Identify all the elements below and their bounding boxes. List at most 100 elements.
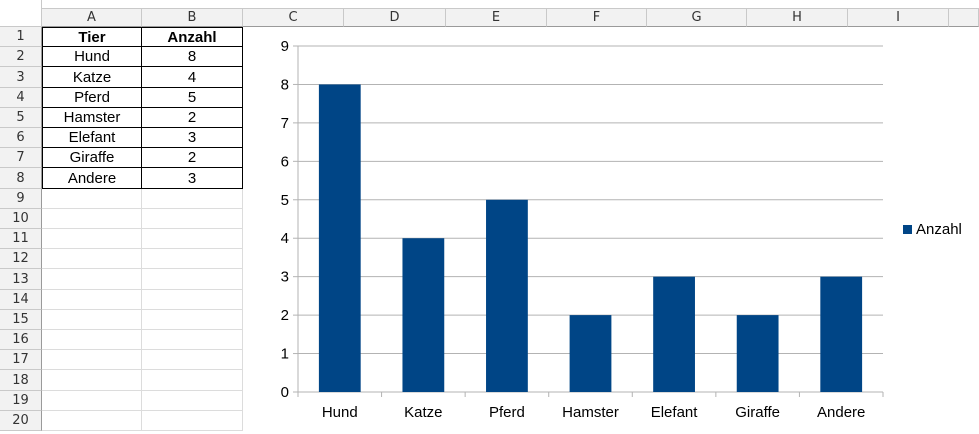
- empty-cell[interactable]: [42, 370, 142, 391]
- table-cell-tier[interactable]: Giraffe: [42, 148, 142, 168]
- table-cell-tier[interactable]: Hamster: [42, 108, 142, 128]
- y-tick-label: 7: [281, 115, 289, 132]
- x-tick-label: Pferd: [489, 404, 525, 421]
- select-all-corner[interactable]: [0, 0, 42, 27]
- empty-cell[interactable]: [142, 370, 243, 391]
- row-header-20[interactable]: 20: [0, 411, 42, 431]
- column-header-f[interactable]: F: [547, 8, 647, 27]
- empty-cell[interactable]: [142, 290, 243, 310]
- empty-cell[interactable]: [142, 391, 243, 411]
- table-cell-anzahl[interactable]: 5: [142, 88, 243, 108]
- empty-cell[interactable]: [42, 249, 142, 269]
- y-tick-label: 4: [281, 230, 289, 247]
- row-header-14[interactable]: 14: [0, 290, 42, 310]
- x-tick-label: Giraffe: [735, 404, 780, 421]
- empty-cell[interactable]: [42, 391, 142, 411]
- bar-andere: [820, 276, 863, 392]
- column-header-filler: [949, 8, 979, 27]
- empty-cell[interactable]: [42, 310, 142, 330]
- empty-cell[interactable]: [42, 411, 142, 431]
- empty-cell[interactable]: [42, 290, 142, 310]
- table-cell-tier[interactable]: Hund: [42, 47, 142, 67]
- y-tick-label: 9: [281, 38, 289, 55]
- empty-cell[interactable]: [142, 350, 243, 370]
- table-cell-tier[interactable]: Katze: [42, 67, 142, 88]
- column-header-i[interactable]: I: [848, 8, 949, 27]
- table-cell-anzahl[interactable]: 8: [142, 47, 243, 67]
- bar-chart[interactable]: 0 1 2 3 4 5 6 7 8 9 Hund Katze Pferd Hamster Elefant Gi…: [243, 27, 979, 430]
- column-header-a[interactable]: A: [42, 8, 142, 27]
- row-header-8[interactable]: 8: [0, 168, 42, 189]
- bar-hund: [318, 84, 361, 392]
- row-header-18[interactable]: 18: [0, 370, 42, 391]
- empty-cell[interactable]: [142, 310, 243, 330]
- empty-cell[interactable]: [142, 330, 243, 350]
- empty-cell[interactable]: [42, 209, 142, 229]
- table-cell-tier[interactable]: Pferd: [42, 88, 142, 108]
- column-header-g[interactable]: G: [647, 8, 747, 27]
- y-tick-label: 0: [281, 384, 289, 401]
- empty-cell[interactable]: [142, 411, 243, 431]
- row-header-3[interactable]: 3: [0, 67, 42, 88]
- y-tick-label: 2: [281, 307, 289, 324]
- empty-cell[interactable]: [142, 209, 243, 229]
- row-header-16[interactable]: 16: [0, 330, 42, 350]
- y-tick-label: 3: [281, 269, 289, 286]
- column-header-b[interactable]: B: [142, 8, 243, 27]
- bar-pferd: [486, 199, 528, 392]
- row-header-1[interactable]: 1: [0, 27, 42, 47]
- row-header-11[interactable]: 11: [0, 229, 42, 249]
- table-cell-anzahl[interactable]: 2: [142, 148, 243, 168]
- row-header-6[interactable]: 6: [0, 128, 42, 148]
- column-header-e[interactable]: E: [446, 8, 547, 27]
- empty-cell[interactable]: [42, 229, 142, 249]
- y-tick-label: 5: [281, 192, 289, 209]
- table-cell-anzahl[interactable]: 2: [142, 108, 243, 128]
- x-tick-label: Hund: [322, 404, 358, 421]
- row-header-17[interactable]: 17: [0, 350, 42, 370]
- bar-katze: [402, 238, 445, 392]
- column-header-c[interactable]: C: [243, 8, 344, 27]
- empty-cell[interactable]: [142, 229, 243, 249]
- table-cell-anzahl[interactable]: 3: [142, 128, 243, 148]
- y-tick-label: 8: [281, 76, 289, 93]
- empty-cell[interactable]: [42, 189, 142, 209]
- row-header-12[interactable]: 12: [0, 249, 42, 269]
- x-tick-label: Katze: [404, 404, 442, 421]
- empty-cell[interactable]: [142, 189, 243, 209]
- row-header-5[interactable]: 5: [0, 108, 42, 128]
- table-cell-tier[interactable]: Elefant: [42, 128, 142, 148]
- empty-cell[interactable]: [142, 249, 243, 269]
- empty-cell[interactable]: [42, 330, 142, 350]
- row-header-7[interactable]: 7: [0, 148, 42, 168]
- row-header-15[interactable]: 15: [0, 310, 42, 330]
- empty-cell[interactable]: [142, 269, 243, 290]
- bar-giraffe: [736, 315, 779, 392]
- empty-cell[interactable]: [42, 350, 142, 370]
- empty-cell[interactable]: [42, 269, 142, 290]
- chart-legend: Anzahl: [903, 221, 962, 238]
- row-header-4[interactable]: 4: [0, 88, 42, 108]
- y-tick-label: 1: [281, 346, 289, 363]
- table-header-cell[interactable]: Anzahl: [142, 27, 243, 47]
- column-header-d[interactable]: D: [344, 8, 446, 27]
- x-tick-label: Elefant: [651, 404, 699, 421]
- table-cell-tier[interactable]: Andere: [42, 168, 142, 189]
- row-header-9[interactable]: 9: [0, 189, 42, 209]
- row-header-19[interactable]: 19: [0, 391, 42, 411]
- column-header-h[interactable]: H: [747, 8, 848, 27]
- x-tick-label: Hamster: [562, 404, 619, 421]
- y-tick-label: 6: [281, 153, 289, 170]
- row-header-10[interactable]: 10: [0, 209, 42, 229]
- table-header-cell[interactable]: Tier: [42, 27, 142, 47]
- row-header-13[interactable]: 13: [0, 269, 42, 290]
- legend-label: Anzahl: [916, 221, 962, 238]
- table-cell-anzahl[interactable]: 3: [142, 168, 243, 189]
- table-cell-anzahl[interactable]: 4: [142, 67, 243, 88]
- bar-elefant: [653, 276, 695, 392]
- legend-swatch: [903, 224, 912, 234]
- bar-hamster: [569, 315, 612, 392]
- row-header-2[interactable]: 2: [0, 47, 42, 67]
- bar-chart-svg: 0 1 2 3 4 5 6 7 8 9 Hund Katze Pferd Hamster Elefant Gi…: [281, 38, 884, 421]
